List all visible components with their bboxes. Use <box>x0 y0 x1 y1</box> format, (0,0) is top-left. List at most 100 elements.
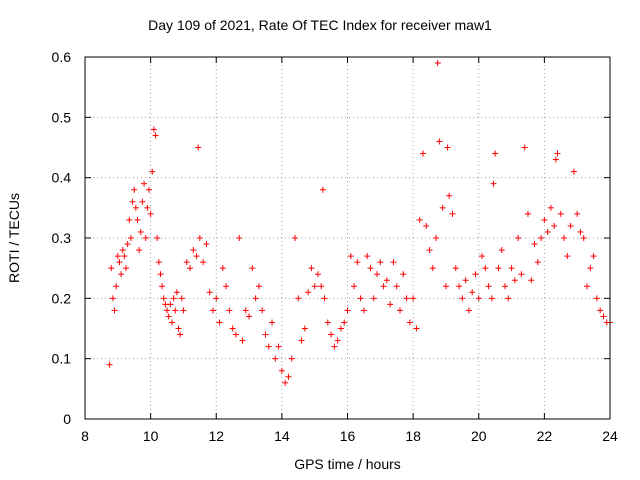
data-point <box>406 319 413 326</box>
data-point <box>232 331 239 338</box>
data-point <box>236 235 243 241</box>
data-point <box>175 325 182 332</box>
data-point <box>552 156 559 163</box>
data-point <box>469 289 476 296</box>
data-point <box>265 343 272 350</box>
data-point <box>446 192 453 199</box>
grid-lines <box>85 57 610 419</box>
data-point <box>288 355 295 362</box>
data-point <box>116 259 123 266</box>
data-point <box>127 235 134 241</box>
data-point <box>360 307 367 314</box>
x-tick-label: 16 <box>340 428 356 444</box>
data-point <box>259 307 266 314</box>
data-point <box>193 253 200 260</box>
data-point <box>482 265 489 272</box>
data-point <box>196 235 203 241</box>
data-point <box>403 295 410 302</box>
data-point <box>168 319 175 326</box>
data-point <box>190 247 197 254</box>
x-tick-label: 10 <box>143 428 159 444</box>
data-point <box>554 150 561 157</box>
data-point <box>206 289 213 296</box>
data-point <box>328 331 335 338</box>
data-point <box>456 283 463 290</box>
data-point <box>155 259 162 266</box>
data-point <box>126 216 133 223</box>
data-point <box>123 265 130 272</box>
data-point <box>108 265 115 272</box>
data-point <box>314 271 321 278</box>
data-point <box>479 253 486 260</box>
data-point <box>383 277 390 284</box>
data-point <box>490 180 497 187</box>
data-point <box>141 180 148 187</box>
data-point <box>347 253 354 260</box>
data-point <box>393 283 400 290</box>
data-point <box>136 247 143 254</box>
data-point <box>308 265 315 272</box>
data-point <box>164 307 171 314</box>
data-point <box>515 235 522 241</box>
data-point <box>246 313 253 320</box>
data-point <box>170 295 177 302</box>
data-point <box>301 325 308 332</box>
data-point <box>150 126 157 133</box>
data-point <box>295 295 302 302</box>
data-point <box>173 289 180 296</box>
data-point <box>344 307 351 314</box>
data-point <box>121 253 128 260</box>
data-point <box>413 325 420 332</box>
data-point <box>436 138 443 145</box>
data-point <box>508 265 515 272</box>
data-point <box>157 271 164 278</box>
data-point <box>410 295 417 302</box>
data-point <box>209 307 216 314</box>
data-point <box>275 343 282 350</box>
data-point <box>531 241 538 248</box>
data-point <box>597 307 604 314</box>
data-point <box>183 259 190 266</box>
data-point <box>331 343 338 350</box>
data-point <box>159 283 166 290</box>
y-tick-label: 0.3 <box>52 230 72 246</box>
data-point <box>521 144 528 151</box>
data-point <box>485 283 492 290</box>
data-point <box>397 307 403 314</box>
data-point <box>502 283 508 290</box>
data-point <box>593 295 600 302</box>
data-point <box>551 222 558 229</box>
data-point <box>354 259 361 266</box>
data-point <box>495 265 502 272</box>
y-tick-label: 0 <box>63 411 71 427</box>
x-tick-label: 20 <box>471 428 487 444</box>
data-point <box>505 295 512 302</box>
data-point <box>165 313 172 320</box>
data-point <box>584 283 591 290</box>
data-point <box>167 301 174 308</box>
data-point <box>200 259 207 266</box>
data-point <box>416 216 423 223</box>
data-point <box>160 295 167 302</box>
data-point <box>111 307 118 314</box>
x-tick-label: 8 <box>81 428 89 444</box>
x-axis-ticks: 8 10 12 14 16 18 20 22 24 <box>81 57 618 444</box>
data-point <box>390 259 397 266</box>
data-point <box>213 295 220 302</box>
data-point <box>318 283 325 290</box>
data-point <box>511 277 518 284</box>
y-tick-label: 0.1 <box>52 351 72 367</box>
data-point <box>139 198 146 205</box>
data-point <box>433 235 440 241</box>
x-tick-label: 18 <box>405 428 421 444</box>
data-point <box>518 271 525 278</box>
data-point <box>488 295 495 302</box>
data-point <box>465 307 472 314</box>
data-point <box>387 301 394 308</box>
data-point <box>351 283 358 290</box>
data-point <box>439 204 446 211</box>
data-point <box>380 283 387 290</box>
data-point <box>249 265 256 272</box>
data-point <box>419 150 426 157</box>
